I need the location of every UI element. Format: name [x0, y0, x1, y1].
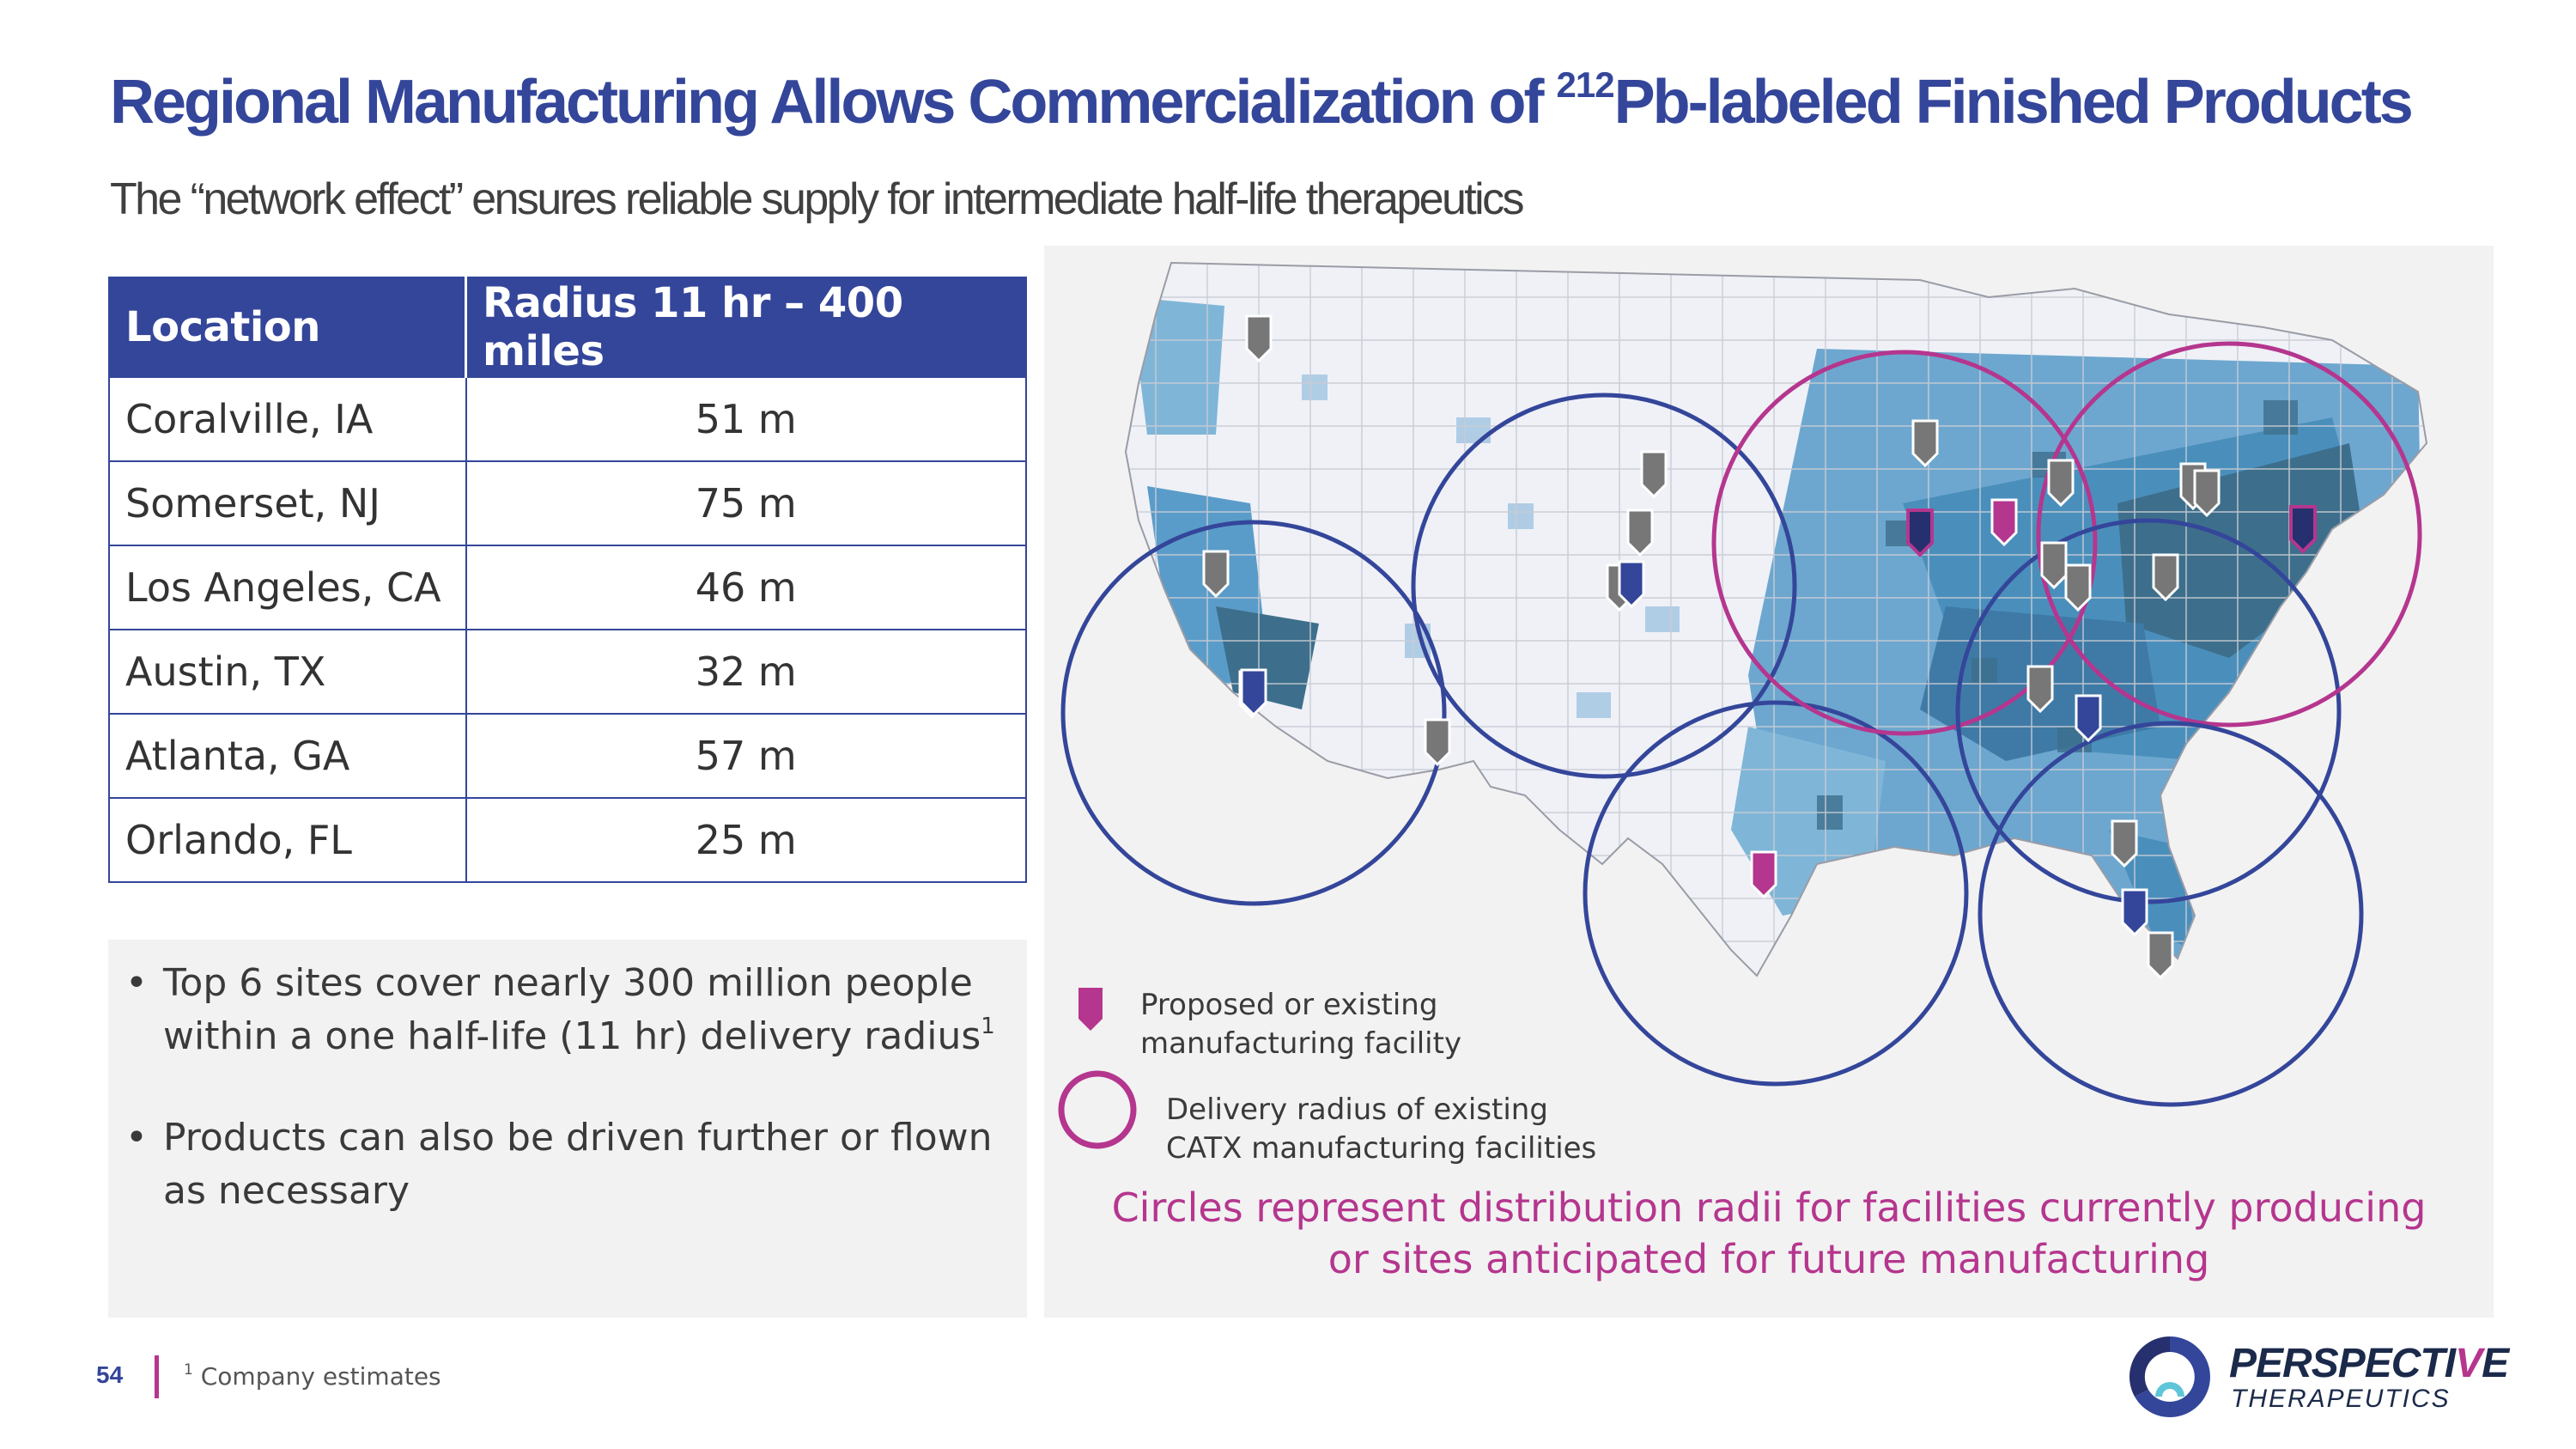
- radius-circle-boise: [1411, 393, 1797, 779]
- table-cell-location: Coralville, IA: [108, 376, 467, 462]
- marker-magenta: [1750, 850, 1777, 899]
- legend-radius-label: Delivery radius of existing CATX manufac…: [1166, 1093, 1597, 1166]
- table-cell-value: 75 m: [465, 460, 1027, 546]
- facility-markers: [1202, 314, 2317, 980]
- legend-radius-icon: [1058, 1070, 1137, 1149]
- logo-wordmark-part: E: [2482, 1341, 2509, 1386]
- title-superscript: 212: [1556, 64, 1615, 105]
- marker-gray: [2193, 469, 2221, 518]
- page-title: Regional Manufacturing Allows Commercial…: [110, 67, 2497, 137]
- radius-circle-los-angeles: [1060, 520, 1447, 906]
- table-header-radius: Radius 11 hr – 400 miles: [465, 277, 1027, 378]
- key-points-box: Top 6 sites cover nearly 300 million peo…: [108, 940, 1027, 1318]
- radius-circle-coralville: [1711, 350, 2098, 736]
- radius-circle-somerset: [2036, 341, 2422, 728]
- footnote-text: Company estimates: [200, 1362, 441, 1391]
- table-header-row: Location Radius 11 hr – 400 miles: [108, 277, 1027, 378]
- title-main: Regional Manufacturing Allows Commercial…: [110, 68, 1557, 137]
- logo-wordmark-accent: V: [2455, 1341, 2482, 1386]
- footnote: 1 Company estimates: [184, 1362, 441, 1391]
- page-subtitle: The “network effect” ensures reliable su…: [110, 174, 1525, 224]
- county-fill: [1126, 263, 2427, 976]
- caption-line-1: Circles represent distribution radii for…: [1111, 1184, 2427, 1231]
- marker-gray: [1424, 718, 1451, 767]
- marker-gray: [2152, 553, 2179, 602]
- marker-gray: [1911, 419, 1939, 468]
- marker-blue: [1618, 560, 1645, 609]
- marker-blue: [1240, 668, 1267, 717]
- marker-gray: [2047, 459, 2075, 508]
- footnote-mark: 1: [184, 1361, 193, 1379]
- bullet-item: Top 6 sites cover nearly 300 million peo…: [125, 957, 1001, 1063]
- marker-gray: [2064, 563, 2092, 612]
- logo-wordmark-part: PERSPECTI: [2229, 1341, 2456, 1386]
- caption-line-2: or sites anticipated for future manufact…: [1327, 1236, 2210, 1282]
- legend-facility-label: Proposed or existing manufacturing facil…: [1140, 988, 1462, 1061]
- table-cell-value: 25 m: [465, 797, 1027, 883]
- delivery-radius-circles: [1060, 341, 2422, 1107]
- table-row: Austin, TX 32 m: [108, 629, 1027, 715]
- table-cell-value: 51 m: [465, 376, 1027, 462]
- title-end: Pb-labeled Finished Products: [1613, 68, 2414, 137]
- bullet-text: Top 6 sites cover nearly 300 million peo…: [163, 961, 981, 1058]
- table-cell-location: Somerset, NJ: [108, 460, 467, 546]
- marker-gray: [2147, 931, 2174, 980]
- marker-gray: [2026, 665, 2054, 714]
- radius-circle-ohio: [1955, 518, 2342, 904]
- radius-circle-austin: [1583, 700, 1969, 1087]
- bullet-item: Products can also be driven further or f…: [125, 1111, 1001, 1218]
- table-header-location: Location: [108, 277, 467, 378]
- marker-blue: [2121, 888, 2148, 937]
- marker-gray: [2040, 541, 2068, 590]
- table-row: Atlanta, GA 57 m: [108, 713, 1027, 799]
- table-cell-value: 57 m: [465, 713, 1027, 799]
- table-cell-location: Los Angeles, CA: [108, 545, 467, 630]
- marker-navy-coralville: [1906, 508, 1934, 557]
- marker-blue: [2075, 694, 2102, 743]
- marker-gray: [1245, 314, 1273, 363]
- table-cell-value: 32 m: [465, 629, 1027, 715]
- map-caption: Circles represent distribution radii for…: [1044, 1182, 2494, 1285]
- map-panel: Proposed or existing manufacturing facil…: [1044, 246, 2494, 1318]
- footnote-ref: 1: [981, 1014, 995, 1039]
- marker-gray: [1202, 550, 1230, 599]
- us-county-map: [1058, 261, 2428, 1149]
- table-row: Somerset, NJ 75 m: [108, 460, 1027, 546]
- us-outline: [1124, 261, 2428, 977]
- marker-navy-somerset: [2289, 505, 2317, 554]
- logo-wordmark: PERSPECTIVE: [2229, 1340, 2509, 1387]
- location-radius-table: Location Radius 11 hr – 400 miles Coralv…: [108, 277, 1027, 883]
- logo-icon: [2129, 1336, 2210, 1417]
- table-row: Los Angeles, CA 46 m: [108, 545, 1027, 630]
- table-cell-location: Atlanta, GA: [108, 713, 467, 799]
- table-row: Coralville, IA 51 m: [108, 376, 1027, 462]
- logo-subtitle: THERAPEUTICS: [2231, 1385, 2451, 1413]
- table-cell-location: Orlando, FL: [108, 797, 467, 883]
- table-row: Orlando, FL 25 m: [108, 797, 1027, 883]
- marker-magenta: [1990, 498, 2018, 547]
- marker-gray: [2111, 819, 2138, 868]
- footer-divider: [155, 1355, 159, 1398]
- marker-gray: [1640, 450, 1668, 499]
- page-number: 54: [96, 1361, 124, 1388]
- bullet-text: Products can also be driven further or f…: [163, 1116, 993, 1213]
- radius-circle-orlando: [1978, 721, 2364, 1107]
- table-cell-value: 46 m: [465, 545, 1027, 630]
- legend-facility-icon: [1078, 988, 1103, 1031]
- table-cell-location: Austin, TX: [108, 629, 467, 715]
- marker-gray: [1626, 508, 1654, 557]
